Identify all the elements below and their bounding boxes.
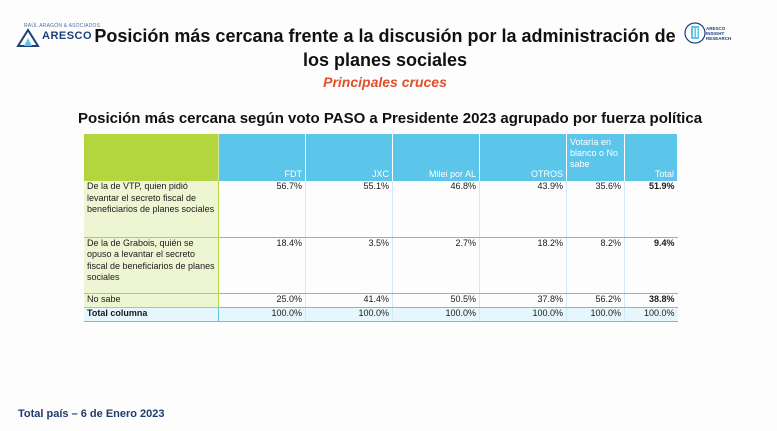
table-cell: 25.0% xyxy=(218,293,306,308)
table-cell: 100.0% xyxy=(218,307,306,322)
logo-right-line: RESEARCH xyxy=(706,36,732,41)
logo-right-line: INSIGHT xyxy=(706,31,725,36)
row-label: De la de Grabois, quién se opuso a levan… xyxy=(84,237,219,294)
column-header: OTROS xyxy=(479,134,567,181)
page-subtitle: Principales cruces xyxy=(323,74,447,90)
logo-name: ARESCO xyxy=(42,30,93,42)
table-cell: 50.5% xyxy=(392,293,480,308)
table-cell: 2.7% xyxy=(392,237,480,294)
table-cell: 18.2% xyxy=(479,237,567,294)
table-cell: 3.5% xyxy=(305,237,393,294)
table-cell: 37.8% xyxy=(479,293,567,308)
corner-cell xyxy=(84,134,219,181)
table-total-row: Total columna 100.0% 100.0% 100.0% 100.0… xyxy=(84,307,678,322)
footer-note: Total país – 6 de Enero 2023 xyxy=(18,408,165,420)
column-header: Votaría en blanco o No sabe xyxy=(566,134,625,181)
logo-tagline: RAÚL ARAGÓN & ASOCIADOS xyxy=(24,23,101,29)
aresco-research-logo: ARESCO INSIGHT RESEARCH xyxy=(684,16,740,52)
column-header: Total xyxy=(624,134,678,181)
building-icon xyxy=(684,22,706,44)
row-label: De la de VTP, quien pidió levantar el se… xyxy=(84,181,219,238)
table-cell: 100.0% xyxy=(392,307,480,322)
table-row: De la de VTP, quien pidió levantar el se… xyxy=(84,181,678,238)
table-title: Posición más cercana según voto PASO a P… xyxy=(77,110,703,127)
table-cell: 56.2% xyxy=(566,293,625,308)
table-cell: 18.4% xyxy=(218,237,306,294)
table-header-row: FDT JXC Milei por AL OTROS Votaría en bl… xyxy=(84,134,678,181)
table-cell: 8.2% xyxy=(566,237,625,294)
table-cell: 100.0% xyxy=(479,307,567,322)
aresco-triangle-icon xyxy=(16,28,40,47)
aresco-logo: RAÚL ARAGÓN & ASOCIADOS ARESCO xyxy=(14,22,100,52)
column-header: Milei por AL xyxy=(392,134,480,181)
total-cell: 9.4% xyxy=(624,237,678,294)
page-title: Posición más cercana frente a la discusi… xyxy=(94,26,676,70)
table-cell: 55.1% xyxy=(305,181,393,238)
table-cell: 56.7% xyxy=(218,181,306,238)
row-label: No sabe xyxy=(84,293,219,308)
table-cell: 100.0% xyxy=(566,307,625,322)
column-header: JXC xyxy=(305,134,393,181)
table-cell: 41.4% xyxy=(305,293,393,308)
table-cell: 35.6% xyxy=(566,181,625,238)
table-row: De la de Grabois, quién se opuso a levan… xyxy=(84,237,678,294)
column-header: FDT xyxy=(218,134,306,181)
row-label: Total columna xyxy=(84,307,219,322)
table-cell: 46.8% xyxy=(392,181,480,238)
total-cell: 38.8% xyxy=(624,293,678,308)
table-cell: 100.0% xyxy=(305,307,393,322)
table-row: No sabe 25.0% 41.4% 50.5% 37.8% 56.2% 38… xyxy=(84,293,678,308)
total-cell: 100.0% xyxy=(624,307,678,322)
logo-right-line: ARESCO xyxy=(706,26,726,31)
crosstab-table: FDT JXC Milei por AL OTROS Votaría en bl… xyxy=(84,134,678,322)
table-cell: 43.9% xyxy=(479,181,567,238)
total-cell: 51.9% xyxy=(624,181,678,238)
